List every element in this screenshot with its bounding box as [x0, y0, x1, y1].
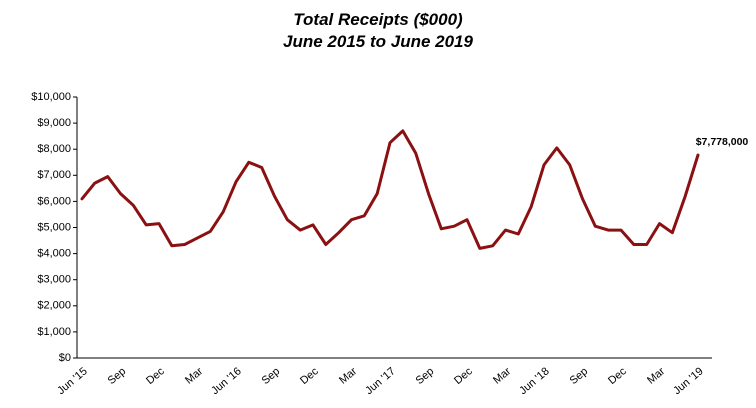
x-tick-label: Jun '17	[363, 365, 398, 397]
x-tick-label: Dec	[606, 365, 629, 387]
data-line	[80, 129, 700, 250]
chart-title: Total Receipts ($000)	[293, 10, 463, 29]
x-tick-label: Jun '15	[55, 365, 90, 397]
x-tick-label: Sep	[260, 365, 283, 387]
y-tick-label: $1,000	[37, 326, 71, 338]
y-tick-label: $8,000	[37, 143, 71, 155]
data-label: $7,778,000	[696, 136, 749, 148]
y-tick-label: $9,000	[37, 117, 71, 129]
x-tick-label: Mar	[183, 365, 205, 387]
x-tick-label: Sep	[414, 365, 437, 387]
x-tick-label: Sep	[568, 365, 591, 387]
y-tick-label: $7,000	[37, 169, 71, 181]
chart-subtitle: June 2015 to June 2019	[283, 32, 473, 51]
x-tick-label: Mar	[491, 365, 513, 387]
x-tick-label: Mar	[645, 365, 667, 387]
y-tick-label: $4,000	[37, 248, 71, 260]
x-tick-label: Sep	[106, 365, 129, 387]
y-tick-label: $0	[59, 352, 71, 364]
y-tick-label: $3,000	[37, 274, 71, 286]
x-tick-label: Jun '18	[517, 365, 552, 397]
y-tick-label: $6,000	[37, 195, 71, 207]
y-tick-label: $5,000	[37, 221, 71, 233]
y-tick-label: $2,000	[37, 300, 71, 312]
y-tick-label: $10,000	[31, 91, 71, 103]
x-tick-label: Dec	[298, 365, 321, 387]
x-tick-label: Dec	[144, 365, 167, 387]
x-tick-label: Jun '19	[671, 365, 706, 397]
x-tick-label: Dec	[452, 365, 475, 387]
x-tick-label: Mar	[337, 365, 359, 387]
x-tick-label: Jun '16	[209, 365, 244, 397]
